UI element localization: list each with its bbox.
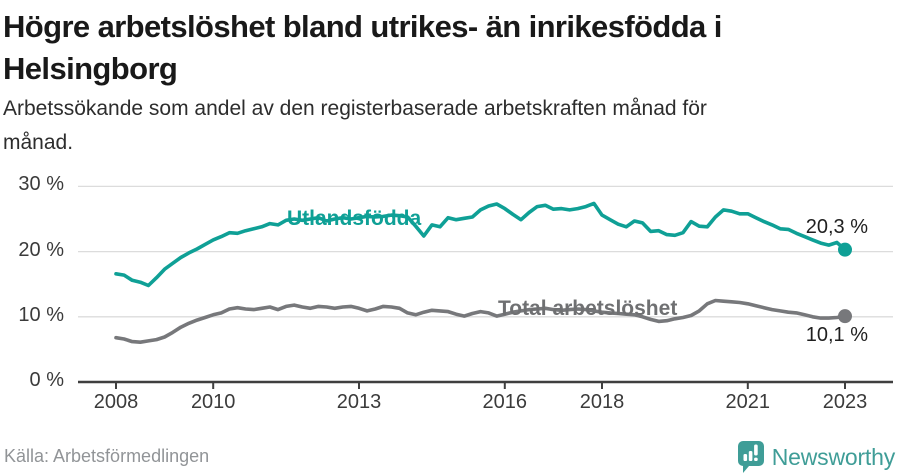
series-line-0	[114, 201, 847, 288]
source-note: Källa: Arbetsförmedlingen	[4, 446, 210, 466]
end-dot-0	[838, 242, 853, 257]
page-title-line2: Helsingborg	[3, 51, 178, 86]
end-value-label-total-arbetsloshet: 10,1 %	[805, 324, 868, 346]
exclamation-bar	[753, 444, 758, 456]
end-value-label-utlandsfodda: 20,3 %	[805, 216, 868, 238]
x-tick-label-2016: 2016	[482, 391, 528, 413]
x-tick-label-2021: 2021	[725, 391, 771, 413]
series-line-1	[114, 298, 847, 345]
y-tick-label-20%: 20 %	[18, 238, 64, 261]
bar-medium	[748, 451, 753, 461]
exclamation-dot	[753, 457, 758, 461]
x-tick-label-2013: 2013	[336, 391, 382, 413]
bar-small	[743, 454, 747, 461]
x-tick-label-2010: 2010	[190, 391, 236, 413]
end-dot-1	[838, 309, 853, 324]
newsworthy-badge-icon	[737, 441, 764, 473]
newsworthy-logo[interactable]: Newsworthy	[737, 440, 895, 474]
x-tick-label-2008: 2008	[93, 391, 139, 413]
y-tick-label-10%: 10 %	[18, 303, 64, 326]
y-tick-label-0%: 0 %	[29, 369, 64, 391]
page-title: Högre arbetslöshet bland utrikes- än inr…	[3, 6, 722, 90]
newsworthy-wordmark: Newsworthy	[771, 443, 895, 470]
page-subtitle-line1: Arbetssökande som andel av den registerb…	[3, 97, 707, 120]
page-subtitle: Arbetssökande som andel av den registerb…	[3, 92, 707, 160]
x-tick-label-2023: 2023	[822, 391, 868, 413]
series-label-utlandsfodda: Utlandsfödda	[287, 207, 422, 230]
series-label-total-arbetsloshet: Total arbetslöshet	[498, 297, 678, 320]
x-tick-label-2018: 2018	[579, 391, 625, 413]
page-title-line1: Högre arbetslöshet bland utrikes- än inr…	[3, 9, 722, 44]
y-tick-label-30%: 30 %	[18, 173, 64, 196]
page-subtitle-line2: månad.	[3, 131, 74, 154]
